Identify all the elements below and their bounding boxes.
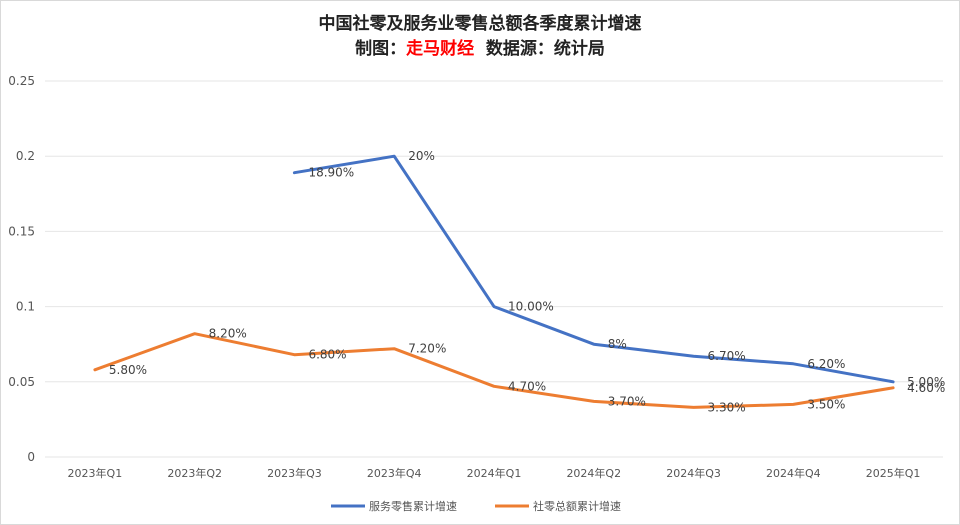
- x-tick-label: 2023年Q1: [68, 466, 123, 480]
- data-labels: 18.90% 20% 10.00% 8% 6.70% 6.20% 5.00% 5.80% 8.2…: [109, 149, 945, 414]
- chart-title: 中国社零及服务业零售总额各季度累计增速: [319, 13, 642, 34]
- legend-label: 社零总额累计增速: [533, 499, 621, 513]
- subtitle-suffix: 数据源：统计局: [474, 38, 605, 59]
- data-label: 5.00%: [907, 375, 945, 389]
- series-line-0: [292, 154, 895, 384]
- y-tick-label: 0.25: [8, 74, 35, 88]
- data-label: 4.60%: [907, 381, 945, 395]
- x-tick-label: 2024年Q2: [566, 466, 621, 480]
- data-label: 6.80%: [308, 348, 346, 362]
- data-label: 3.70%: [608, 394, 646, 408]
- data-label: 6.20%: [807, 357, 845, 371]
- y-tick-label: 0.15: [8, 224, 35, 238]
- data-label: 3.30%: [708, 400, 746, 414]
- subtitle-prefix: 制图：: [355, 38, 406, 59]
- chart-subtitle: 制图：走马财经 数据源：统计局: [355, 38, 605, 59]
- data-label: 7.20%: [408, 342, 446, 356]
- data-label: 6.70%: [708, 349, 746, 363]
- legend: 服务零售累计增速 社零总额累计增速: [331, 499, 621, 513]
- data-label: 8.20%: [209, 327, 247, 341]
- data-label: 4.70%: [508, 379, 546, 393]
- x-tick-label: 2024年Q4: [766, 466, 821, 480]
- x-tick-label: 2023年Q3: [267, 466, 322, 480]
- series-line-1: [93, 332, 895, 409]
- data-label: 20%: [408, 149, 435, 163]
- x-axis-ticks: 2023年Q1 2023年Q2 2023年Q3 2023年Q4 2024年Q1 2024年…: [68, 466, 921, 480]
- data-label: 18.90%: [308, 166, 354, 180]
- series-lines: [93, 154, 895, 409]
- y-tick-label: 0.05: [8, 375, 35, 389]
- y-tick-label: 0.1: [16, 300, 35, 314]
- y-tick-label: 0.2: [16, 149, 35, 163]
- x-tick-label: 2023年Q2: [167, 466, 222, 480]
- y-axis-ticks: 0 0.05 0.1 0.15 0.2 0.25: [8, 74, 35, 464]
- subtitle-brand: 走马财经: [406, 38, 474, 59]
- y-tick-label: 0: [27, 450, 35, 464]
- data-label: 3.50%: [807, 397, 845, 411]
- data-label: 10.00%: [508, 300, 554, 314]
- x-tick-label: 2024年Q1: [467, 466, 522, 480]
- data-label: 5.80%: [109, 363, 147, 377]
- x-tick-label: 2025年Q1: [866, 466, 921, 480]
- legend-label: 服务零售累计增速: [369, 499, 457, 513]
- x-tick-label: 2024年Q3: [666, 466, 721, 480]
- data-label: 8%: [608, 337, 627, 351]
- x-tick-label: 2023年Q4: [367, 466, 422, 480]
